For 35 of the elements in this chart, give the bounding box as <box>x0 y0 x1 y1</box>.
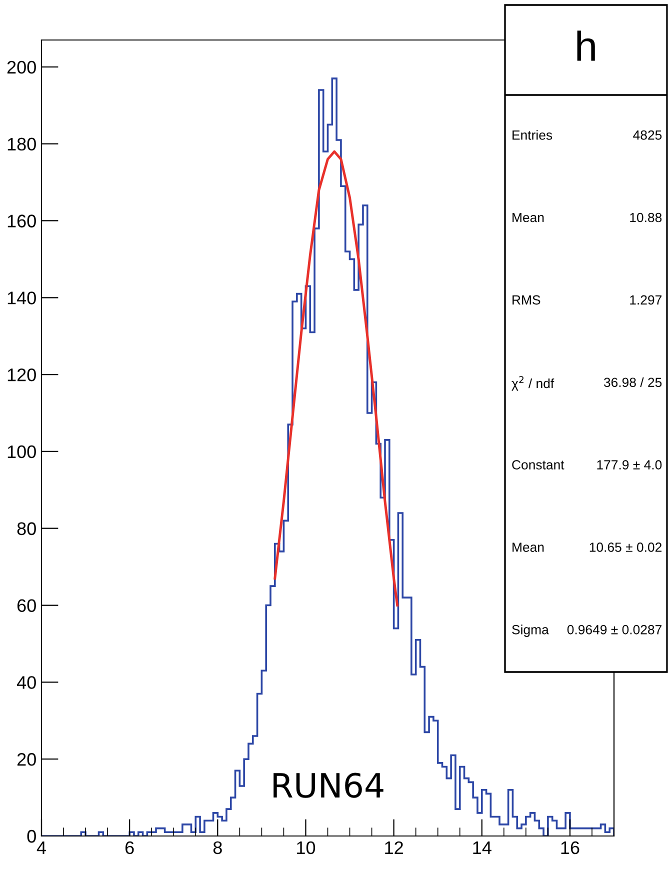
x-tick-label: 16 <box>561 841 580 854</box>
annotation: 10.65 ± 0.02 <box>590 542 662 552</box>
annotation: 36.98 / 25 <box>604 377 662 388</box>
annotation: 0.9649 ± 0.0287 <box>567 624 662 634</box>
y-tick-label: 180 <box>8 138 36 151</box>
x-tick-label: 12 <box>385 841 403 854</box>
annotation: RMS <box>512 295 540 305</box>
annotation: χ$^{2}$ / ndf <box>512 376 554 391</box>
chart-title: h <box>577 30 595 61</box>
line-series <box>274 150 399 607</box>
y-tick-label: 20 <box>17 753 36 766</box>
text: 1.297 <box>630 295 662 305</box>
text: 4825 <box>633 130 662 140</box>
y-tick-label: 100 <box>8 445 36 458</box>
x-tick-label: 10 <box>297 841 316 854</box>
y-tick-label: 200 <box>7 60 36 74</box>
annotation: Sigma <box>512 624 549 637</box>
y-tick-label: 40 <box>16 676 36 689</box>
x-tick-label: 6 <box>125 841 134 854</box>
y-tick-label: 0 <box>27 830 36 843</box>
y-tick-label: 160 <box>8 214 36 228</box>
annotation: Mean <box>512 542 544 552</box>
annotation: RUN64 <box>274 772 384 798</box>
x-tick-label: 8 <box>213 841 222 854</box>
annotation: Mean <box>512 212 544 222</box>
annotation: Constant <box>512 460 564 470</box>
annotation: Entries <box>512 130 552 140</box>
y-tick-label: 80 <box>17 522 36 536</box>
y-tick-label: 60 <box>17 599 36 612</box>
y-tick-label: 120 <box>8 368 36 382</box>
x-tick-label: 4 <box>36 842 46 854</box>
y-tick-label: 140 <box>8 292 36 304</box>
x-tick-label: 14 <box>473 842 492 854</box>
annotation: 177.9 ± 4.0 <box>597 460 662 470</box>
text: 10.88 <box>630 212 662 222</box>
